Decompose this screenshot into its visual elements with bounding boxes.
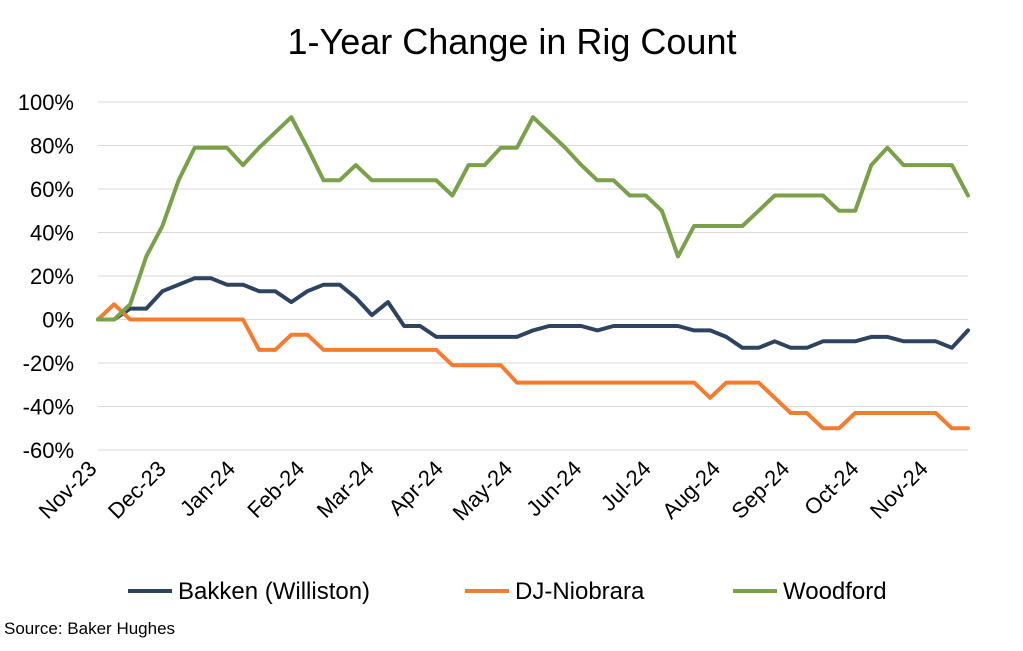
x-tick-label: Oct-24 (799, 456, 863, 520)
legend: Bakken (Williston) DJ-Niobrara Woodford (128, 578, 887, 605)
legend-label: DJ-Niobrara (515, 578, 645, 605)
y-tick-label: 40% (30, 221, 74, 246)
series-line (96, 115, 970, 322)
y-tick-label: -40% (23, 395, 74, 420)
x-tick-label: Jul-24 (596, 456, 656, 516)
y-tick-label: 60% (30, 177, 74, 202)
legend-label: Woodford (783, 578, 887, 605)
x-tick-label: Dec-23 (103, 456, 171, 524)
x-tick-label: Feb-24 (242, 456, 309, 523)
x-tick-label: May-24 (448, 456, 518, 526)
y-axis-ticks: -60% -40% -20% 0% 20% 40% 60% 80% 100% (18, 90, 74, 463)
x-tick-label: Nov-23 (34, 456, 102, 524)
y-tick-label: 20% (30, 264, 74, 289)
x-tick-label: Sep-24 (726, 456, 794, 524)
y-tick-label: 0% (42, 308, 74, 333)
x-tick-label: Mar-24 (312, 456, 379, 523)
chart-title: 1-Year Change in Rig Count (288, 21, 737, 62)
x-tick-label: Apr-24 (384, 456, 448, 520)
series-lines (96, 115, 970, 431)
gridlines (98, 101, 968, 451)
y-tick-label: -20% (23, 351, 74, 376)
x-axis-ticks: Nov-23 Dec-23 Jan-24 Feb-24 Mar-24 Apr-24 May-… (34, 456, 933, 526)
x-tick-label: Jun-24 (521, 456, 586, 521)
y-tick-label: 100% (18, 90, 74, 115)
legend-label: Bakken (Williston) (178, 578, 370, 605)
x-tick-label: Nov-24 (865, 456, 933, 524)
y-tick-label: -60% (23, 438, 74, 463)
x-tick-label: Aug-24 (657, 456, 725, 524)
series-line (96, 302, 970, 431)
source-note: Source: Baker Hughes (4, 619, 175, 638)
series-line (96, 276, 970, 350)
y-tick-label: 80% (30, 134, 74, 159)
x-tick-label: Jan-24 (175, 456, 240, 521)
